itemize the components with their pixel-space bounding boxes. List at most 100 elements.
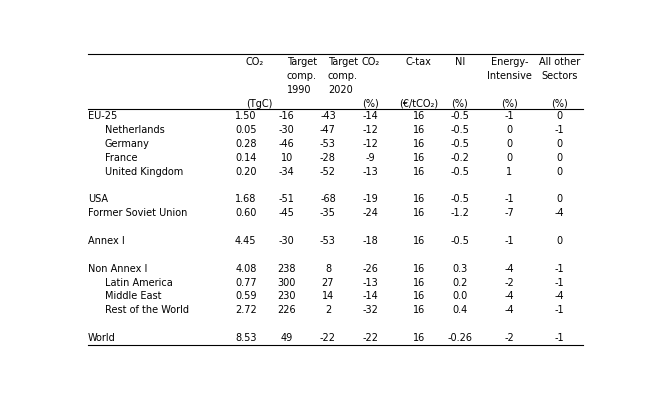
Text: -14: -14 [363, 291, 378, 301]
Text: -0.5: -0.5 [451, 167, 469, 177]
Text: 230: 230 [278, 291, 296, 301]
Text: -35: -35 [320, 208, 336, 219]
Text: 10: 10 [281, 153, 293, 163]
Text: -19: -19 [363, 195, 378, 205]
Text: 27: 27 [321, 278, 334, 288]
Text: 16: 16 [413, 333, 424, 343]
Text: 0.3: 0.3 [452, 264, 467, 274]
Text: -9: -9 [366, 153, 376, 163]
Text: 16: 16 [413, 278, 424, 288]
Text: 4.45: 4.45 [235, 236, 256, 246]
Text: -18: -18 [363, 236, 378, 246]
Text: -22: -22 [363, 333, 379, 343]
Text: -1: -1 [505, 236, 514, 246]
Text: 2: 2 [325, 305, 331, 315]
Text: -0.26: -0.26 [447, 333, 472, 343]
Text: Former Soviet Union: Former Soviet Union [88, 208, 187, 219]
Text: -0.5: -0.5 [451, 125, 469, 135]
Text: 0.59: 0.59 [235, 291, 256, 301]
Text: 300: 300 [278, 278, 296, 288]
Text: 1.68: 1.68 [235, 195, 256, 205]
Text: -22: -22 [320, 333, 336, 343]
Text: 238: 238 [278, 264, 296, 274]
Text: -1: -1 [555, 278, 565, 288]
Text: comp.: comp. [287, 71, 317, 81]
Text: (%): (%) [451, 99, 468, 109]
Text: 0: 0 [557, 167, 563, 177]
Text: Netherlands: Netherlands [105, 125, 164, 135]
Text: -26: -26 [363, 264, 379, 274]
Text: Target: Target [328, 57, 358, 67]
Text: -32: -32 [363, 305, 379, 315]
Text: CO₂: CO₂ [361, 57, 379, 67]
Text: 0.4: 0.4 [452, 305, 467, 315]
Text: 14: 14 [322, 291, 334, 301]
Text: NI: NI [454, 57, 465, 67]
Text: 1: 1 [506, 167, 512, 177]
Text: 226: 226 [278, 305, 296, 315]
Text: -4: -4 [505, 291, 514, 301]
Text: (TgC): (TgC) [246, 99, 272, 109]
Text: (€/tCO₂): (€/tCO₂) [399, 99, 438, 109]
Text: -34: -34 [279, 167, 295, 177]
Text: 0: 0 [557, 236, 563, 246]
Text: Rest of the World: Rest of the World [105, 305, 188, 315]
Text: 16: 16 [413, 236, 424, 246]
Text: 16: 16 [413, 291, 424, 301]
Text: -47: -47 [320, 125, 336, 135]
Text: 16: 16 [413, 111, 424, 121]
Text: C-tax: C-tax [406, 57, 432, 67]
Text: -4: -4 [555, 208, 565, 219]
Text: 49: 49 [281, 333, 293, 343]
Text: -1.2: -1.2 [451, 208, 469, 219]
Text: 4.08: 4.08 [235, 264, 256, 274]
Text: 16: 16 [413, 153, 424, 163]
Text: 1.50: 1.50 [235, 111, 256, 121]
Text: -12: -12 [363, 139, 379, 149]
Text: 0: 0 [557, 195, 563, 205]
Text: -13: -13 [363, 278, 378, 288]
Text: 1990: 1990 [287, 85, 312, 95]
Text: 0.20: 0.20 [235, 167, 256, 177]
Text: 0.28: 0.28 [235, 139, 256, 149]
Text: 0.05: 0.05 [235, 125, 256, 135]
Text: -52: -52 [320, 167, 336, 177]
Text: -1: -1 [555, 125, 565, 135]
Text: -51: -51 [279, 195, 295, 205]
Text: 0.60: 0.60 [235, 208, 256, 219]
Text: 0: 0 [506, 139, 512, 149]
Text: Non Annex I: Non Annex I [88, 264, 147, 274]
Text: -53: -53 [320, 139, 336, 149]
Text: -12: -12 [363, 125, 379, 135]
Text: -0.5: -0.5 [451, 111, 469, 121]
Text: EU-25: EU-25 [88, 111, 117, 121]
Text: -4: -4 [555, 291, 565, 301]
Text: Energy-: Energy- [490, 57, 528, 67]
Text: Sectors: Sectors [542, 71, 578, 81]
Text: 0.14: 0.14 [235, 153, 256, 163]
Text: 0.0: 0.0 [452, 291, 467, 301]
Text: All other: All other [539, 57, 580, 67]
Text: Annex I: Annex I [88, 236, 125, 246]
Text: -2: -2 [505, 333, 514, 343]
Text: -1: -1 [555, 333, 565, 343]
Text: -0.5: -0.5 [451, 139, 469, 149]
Text: -30: -30 [279, 236, 295, 246]
Text: -1: -1 [555, 305, 565, 315]
Text: 16: 16 [413, 195, 424, 205]
Text: -13: -13 [363, 167, 378, 177]
Text: CO₂: CO₂ [246, 57, 264, 67]
Text: -2: -2 [505, 278, 514, 288]
Text: 0: 0 [557, 153, 563, 163]
Text: 16: 16 [413, 264, 424, 274]
Text: -16: -16 [279, 111, 295, 121]
Text: 2.72: 2.72 [235, 305, 257, 315]
Text: 16: 16 [413, 167, 424, 177]
Text: (%): (%) [552, 99, 568, 109]
Text: -0.2: -0.2 [451, 153, 469, 163]
Text: (%): (%) [363, 99, 379, 109]
Text: comp.: comp. [328, 71, 358, 81]
Text: -28: -28 [320, 153, 336, 163]
Text: France: France [105, 153, 138, 163]
Text: -1: -1 [555, 264, 565, 274]
